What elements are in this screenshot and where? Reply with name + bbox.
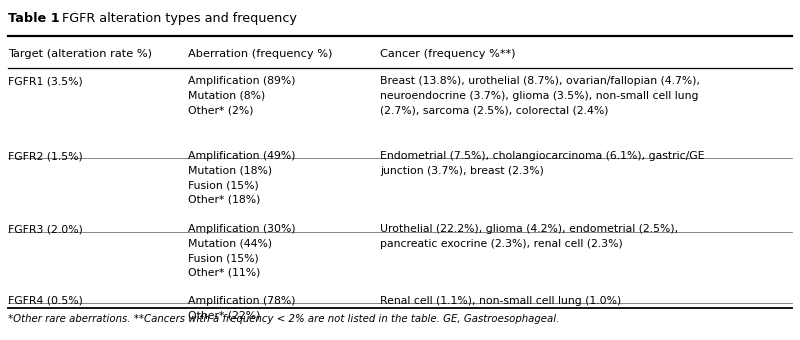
Text: FGFR4 (0.5%): FGFR4 (0.5%) [8,296,83,306]
Text: Cancer (frequency %**): Cancer (frequency %**) [380,49,515,59]
Text: Target (alteration rate %): Target (alteration rate %) [8,49,152,59]
Text: FGFR2 (1.5%): FGFR2 (1.5%) [8,151,82,161]
Text: Amplification (89%)
Mutation (8%)
Other* (2%): Amplification (89%) Mutation (8%) Other*… [188,76,295,115]
Text: *Other rare aberrations. **Cancers with a frequency < 2% are not listed in the t: *Other rare aberrations. **Cancers with … [8,314,559,324]
Text: Renal cell (1.1%), non-small cell lung (1.0%): Renal cell (1.1%), non-small cell lung (… [380,296,622,306]
Text: Breast (13.8%), urothelial (8.7%), ovarian/fallopian (4.7%),
neuroendocrine (3.7: Breast (13.8%), urothelial (8.7%), ovari… [380,76,700,115]
Text: Endometrial (7.5%), cholangiocarcinoma (6.1%), gastric/GE
junction (3.7%), breas: Endometrial (7.5%), cholangiocarcinoma (… [380,151,705,176]
Text: FGFR3 (2.0%): FGFR3 (2.0%) [8,224,83,234]
Text: Table 1: Table 1 [8,12,60,25]
Text: FGFR alteration types and frequency: FGFR alteration types and frequency [50,12,297,25]
Text: Urothelial (22.2%), glioma (4.2%), endometrial (2.5%),
pancreatic exocrine (2.3%: Urothelial (22.2%), glioma (4.2%), endom… [380,224,678,249]
Text: Amplification (78%)
Other* (22%): Amplification (78%) Other* (22%) [188,296,295,320]
Text: Aberration (frequency %): Aberration (frequency %) [188,49,332,59]
Text: Amplification (49%)
Mutation (18%)
Fusion (15%)
Other* (18%): Amplification (49%) Mutation (18%) Fusio… [188,151,295,204]
Text: Amplification (30%)
Mutation (44%)
Fusion (15%)
Other* (11%): Amplification (30%) Mutation (44%) Fusio… [188,224,296,277]
Text: FGFR1 (3.5%): FGFR1 (3.5%) [8,76,82,86]
